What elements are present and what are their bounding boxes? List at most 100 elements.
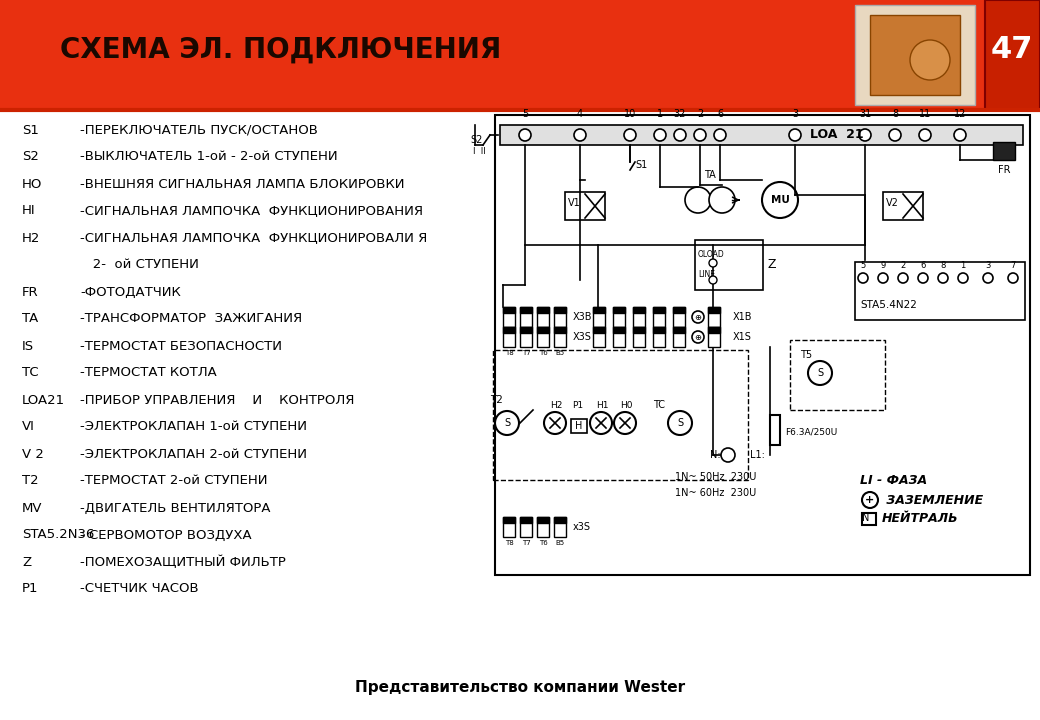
Text: S: S [677, 418, 683, 428]
Bar [554, 327, 566, 347]
Circle shape [889, 129, 901, 141]
Text: H2: H2 [550, 400, 563, 410]
Bar [593, 327, 605, 347]
Text: VI: VI [22, 420, 35, 433]
Text: LOA  21: LOA 21 [810, 128, 863, 142]
Text: -ТЕРМОСТАТ 2-ой СТУПЕНИ: -ТЕРМОСТАТ 2-ой СТУПЕНИ [80, 474, 267, 487]
Text: V 2: V 2 [22, 448, 44, 461]
Bar [593, 307, 605, 327]
Text: -ВЫКЛЮЧАТЕЛЬ 1-ой - 2-ой СТУПЕНИ: -ВЫКЛЮЧАТЕЛЬ 1-ой - 2-ой СТУПЕНИ [80, 150, 338, 163]
Bar [503, 517, 515, 537]
Text: TA: TA [704, 170, 716, 180]
Text: S: S [504, 418, 510, 428]
Text: 10: 10 [624, 109, 636, 119]
Text: X3S: X3S [573, 332, 592, 342]
Circle shape [495, 411, 519, 435]
Circle shape [654, 129, 666, 141]
Circle shape [918, 273, 928, 283]
Bar [870, 15, 960, 95]
Circle shape [721, 448, 735, 462]
Circle shape [624, 129, 636, 141]
Bar [985, 0, 1040, 110]
Bar [613, 307, 625, 313]
Circle shape [954, 129, 966, 141]
Text: НО: НО [22, 178, 43, 191]
Bar [503, 307, 515, 327]
Bar [653, 327, 665, 333]
Circle shape [709, 259, 717, 267]
Text: V2: V2 [886, 198, 899, 208]
Bar [571, 419, 587, 433]
Text: СХЕМА ЭЛ. ПОДКЛЮЧЕНИЯ: СХЕМА ЭЛ. ПОДКЛЮЧЕНИЯ [60, 36, 501, 64]
Text: T6: T6 [539, 330, 547, 336]
Text: ⊕: ⊕ [695, 312, 702, 322]
Text: 12: 12 [954, 109, 966, 119]
Text: -СИГНАЛЬНАЯ ЛАМПОЧКА  ФУНКЦИОНИРОВАЛИ Я: -СИГНАЛЬНАЯ ЛАМПОЧКА ФУНКЦИОНИРОВАЛИ Я [80, 232, 427, 245]
Bar [537, 307, 549, 313]
Text: T2: T2 [633, 330, 643, 339]
Circle shape [692, 331, 704, 343]
Text: S1: S1 [22, 124, 38, 137]
Circle shape [590, 412, 612, 434]
Bar [495, 115, 1030, 575]
Bar [593, 307, 605, 313]
Text: S2: S2 [470, 135, 483, 145]
Bar [537, 517, 549, 523]
Text: T1: T1 [653, 330, 662, 339]
Text: -ПРИБОР УПРАВЛЕНИЯ    И    КОНТРОЛЯ: -ПРИБОР УПРАВЛЕНИЯ И КОНТРОЛЯ [80, 394, 355, 407]
Text: HI: HI [22, 204, 35, 217]
Text: -СЧЕТЧИК ЧАСОВ: -СЧЕТЧИК ЧАСОВ [80, 582, 199, 595]
Text: -ТЕРМОСТАТ КОТЛА: -ТЕРМОСТАТ КОТЛА [80, 366, 216, 379]
Text: -СИГНАЛЬНАЯ ЛАМПОЧКА  ФУНКЦИОНИРОВАНИЯ: -СИГНАЛЬНАЯ ЛАМПОЧКА ФУНКЦИОНИРОВАНИЯ [80, 204, 423, 217]
Text: 1: 1 [657, 109, 664, 119]
Bar [633, 307, 645, 327]
Text: 8: 8 [940, 261, 945, 270]
Text: -ФОТОДАТЧИК: -ФОТОДАТЧИК [80, 286, 181, 299]
Text: T8: T8 [504, 350, 514, 356]
Bar [790, 340, 885, 410]
Circle shape [694, 129, 706, 141]
Circle shape [878, 273, 888, 283]
Text: S3: S3 [614, 330, 623, 339]
Bar [537, 327, 549, 347]
Text: T7: T7 [522, 540, 530, 546]
Text: 47: 47 [991, 35, 1033, 65]
Bar [673, 327, 685, 333]
Text: T7: T7 [522, 350, 530, 356]
Text: -ТРАНСФОРМАТОР  ЗАЖИГАНИЯ: -ТРАНСФОРМАТОР ЗАЖИГАНИЯ [80, 312, 303, 325]
Text: H1: H1 [596, 400, 608, 410]
Text: N:: N: [710, 450, 721, 460]
Bar [503, 327, 515, 333]
Text: LI - ФАЗА: LI - ФАЗА [860, 474, 927, 487]
Text: B5: B5 [555, 540, 565, 546]
Bar [520, 307, 532, 327]
Text: LINE: LINE [698, 270, 716, 279]
Bar [855, 5, 976, 105]
Text: НЕЙТРАЛЬ: НЕЙТРАЛЬ [882, 511, 959, 524]
Text: 2: 2 [901, 261, 906, 270]
Bar [554, 517, 566, 523]
Circle shape [958, 273, 968, 283]
Circle shape [1008, 273, 1018, 283]
Text: B5: B5 [555, 330, 565, 336]
Text: 8: 8 [892, 109, 899, 119]
Text: ЗАЗЕМЛЕНИЕ: ЗАЗЕМЛЕНИЕ [882, 493, 983, 506]
Text: T8: T8 [504, 330, 514, 336]
Bar [695, 240, 763, 290]
Text: 1N~ 50Hz  230U: 1N~ 50Hz 230U [675, 472, 756, 482]
Text: 4: 4 [577, 109, 583, 119]
Circle shape [808, 361, 832, 385]
Bar [500, 125, 1023, 145]
Text: X1B: X1B [733, 312, 753, 322]
Text: T8: T8 [504, 540, 514, 546]
Bar [653, 327, 665, 347]
Text: 2-  ой СТУПЕНИ: 2- ой СТУПЕНИ [80, 258, 199, 271]
Text: STA5.4N22: STA5.4N22 [860, 300, 917, 310]
Text: 6: 6 [717, 109, 723, 119]
Bar [554, 307, 566, 313]
Bar [673, 307, 685, 327]
Bar [673, 307, 685, 313]
Text: 32: 32 [674, 109, 686, 119]
Bar [554, 517, 566, 537]
Text: TC: TC [653, 400, 665, 410]
